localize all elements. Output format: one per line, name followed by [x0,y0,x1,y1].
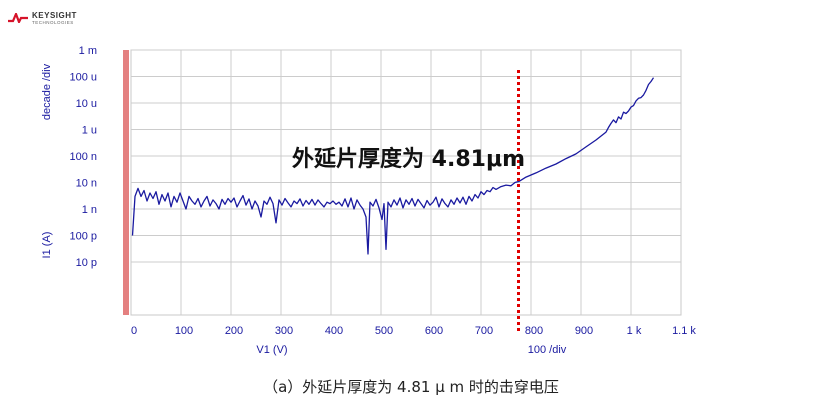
x-tick-labels: 0 100 200 300 400 500 600 700 800 900 1 k 1.1 k [131,325,696,337]
x-tick-label: 0 [131,325,137,337]
grid-lines [131,49,681,315]
y-tick-label: 1 u [82,125,97,137]
thickness-annotation: 外延片厚度为 4.81μm [292,146,525,172]
keysight-logo: KEYSIGHT TECHNOLOGIES [8,9,128,33]
x-tick-label: 300 [275,325,293,337]
y-scale-note: decade /div [41,63,53,120]
x-tick-label: 1 k [627,325,642,337]
y-tick-label: 10 n [76,178,97,190]
y-tick-label: 10 u [76,98,97,110]
x-tick-label: 200 [225,325,243,337]
iv-chart: 1 m 100 u 10 u 1 u 100 n 10 n 1 n 100 p 10 p 0 10… [41,45,696,356]
x-tick-label: 900 [575,325,593,337]
brand-subtitle: TECHNOLOGIES [32,20,74,25]
keysight-wave-icon [8,13,28,23]
y-tick-label: 10 p [76,257,97,269]
x-tick-label: 1.1 k [672,325,696,337]
x-tick-label: 600 [425,325,443,337]
x-tick-label: 800 [525,325,543,337]
y-tick-labels: 1 m 100 u 10 u 1 u 100 n 10 n 1 n 100 p 10 p [69,45,97,269]
y-axis-label: I1 (A) [41,232,53,259]
y-tick-label: 100 n [69,151,97,163]
plot-left-bar [123,50,129,315]
x-tick-label: 500 [375,325,393,337]
y-tick-label: 1 n [82,204,97,216]
series-line [131,77,655,255]
x-axis-label: V1 (V) [256,344,287,356]
x-tick-label: 700 [475,325,493,337]
figure-caption: （a）外延片厚度为 4.81 μ m 时的击穿电压 [263,378,559,396]
x-tick-label: 100 [175,325,193,337]
y-tick-label: 100 p [69,231,97,243]
brand-name: KEYSIGHT [32,11,77,20]
y-tick-label: 100 u [69,72,97,84]
y-tick-label: 1 m [79,45,97,57]
x-tick-label: 400 [325,325,343,337]
x-scale-note: 100 /div [528,344,567,356]
